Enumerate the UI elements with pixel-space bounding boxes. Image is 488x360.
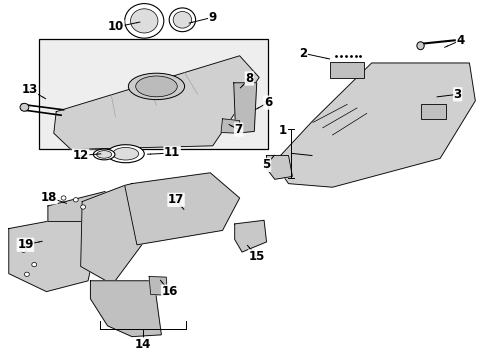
- Ellipse shape: [20, 103, 29, 111]
- Polygon shape: [9, 212, 100, 292]
- Text: 2: 2: [299, 47, 306, 60]
- Text: 4: 4: [456, 34, 464, 47]
- Text: 11: 11: [163, 147, 180, 159]
- Text: 9: 9: [208, 11, 216, 24]
- Ellipse shape: [61, 196, 66, 200]
- Text: 14: 14: [135, 338, 151, 351]
- Polygon shape: [233, 83, 256, 133]
- Ellipse shape: [73, 198, 78, 202]
- Text: 15: 15: [248, 250, 264, 263]
- Ellipse shape: [136, 76, 177, 97]
- Text: 8: 8: [245, 72, 253, 85]
- Text: 3: 3: [453, 88, 461, 101]
- Ellipse shape: [128, 73, 184, 100]
- Polygon shape: [266, 156, 292, 179]
- Polygon shape: [124, 173, 239, 245]
- Ellipse shape: [130, 9, 158, 33]
- Text: 13: 13: [21, 83, 38, 96]
- Ellipse shape: [81, 205, 85, 209]
- Text: 17: 17: [167, 193, 184, 206]
- Ellipse shape: [21, 248, 26, 252]
- Text: 1: 1: [278, 124, 286, 137]
- Bar: [420, 104, 445, 119]
- Ellipse shape: [93, 149, 115, 160]
- Ellipse shape: [32, 262, 37, 267]
- Polygon shape: [48, 192, 106, 221]
- Ellipse shape: [97, 150, 111, 158]
- Polygon shape: [221, 119, 239, 133]
- Polygon shape: [81, 185, 142, 284]
- Ellipse shape: [169, 8, 195, 32]
- Text: 5: 5: [262, 158, 270, 171]
- Ellipse shape: [124, 4, 163, 38]
- Text: 12: 12: [72, 149, 89, 162]
- Polygon shape: [278, 63, 474, 187]
- Text: 7: 7: [234, 123, 242, 136]
- Ellipse shape: [24, 272, 29, 276]
- Bar: [329, 62, 364, 78]
- Bar: [39, 39, 267, 149]
- Polygon shape: [149, 276, 167, 295]
- Text: 19: 19: [17, 238, 34, 251]
- Text: 18: 18: [41, 191, 57, 204]
- Ellipse shape: [173, 12, 191, 28]
- Polygon shape: [54, 56, 259, 149]
- Text: 6: 6: [264, 96, 271, 109]
- Text: 10: 10: [107, 21, 124, 33]
- Text: 16: 16: [161, 285, 178, 298]
- Polygon shape: [90, 281, 161, 337]
- Ellipse shape: [112, 147, 139, 160]
- Ellipse shape: [416, 42, 424, 50]
- Polygon shape: [234, 220, 266, 252]
- Ellipse shape: [107, 145, 144, 163]
